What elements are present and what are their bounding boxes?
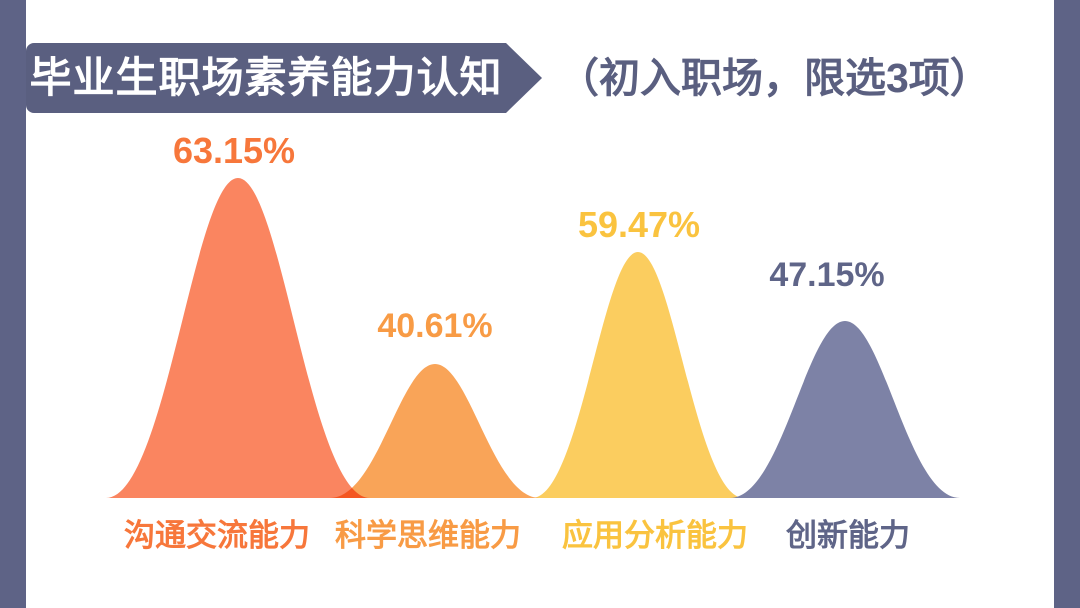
bell-curve-4 xyxy=(730,321,960,498)
bell-curve-3 xyxy=(532,252,744,498)
value-label-2: 40.61% xyxy=(377,307,493,345)
page-title: 毕业生职场素养能力认知 xyxy=(26,43,506,113)
value-label-4: 47.15% xyxy=(769,256,885,294)
banner-arrow-icon xyxy=(506,43,542,113)
category-label-2: 科学思维能力 xyxy=(335,518,521,553)
bell-curve-1 xyxy=(106,178,370,498)
bell-curve-2 xyxy=(330,364,540,498)
page-subtitle: （初入职场，限选3项） xyxy=(558,55,991,101)
value-label-3: 59.47% xyxy=(577,204,701,245)
category-label-3: 应用分析能力 xyxy=(562,518,748,553)
category-label-1: 沟通交流能力 xyxy=(124,518,310,553)
right-accent-bar xyxy=(1054,0,1080,608)
category-label-4: 创新能力 xyxy=(786,518,910,553)
left-accent-bar xyxy=(0,0,26,608)
value-label-1: 63.15% xyxy=(172,130,296,171)
